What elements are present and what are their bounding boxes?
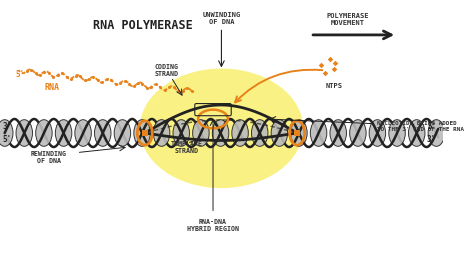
Text: NUCLEOTIDE BEING ADDED
TO THE 3' END OF THE RNA: NUCLEOTIDE BEING ADDED TO THE 3' END OF … [376,121,464,132]
Ellipse shape [0,120,13,146]
Text: 3': 3' [427,135,436,144]
Text: 5': 5' [16,70,25,79]
Ellipse shape [369,120,386,146]
Ellipse shape [330,120,346,146]
Ellipse shape [16,120,33,146]
Text: CODING
STRAND: CODING STRAND [155,64,178,77]
Ellipse shape [114,120,131,146]
Text: RNA: RNA [45,83,60,92]
Ellipse shape [350,120,366,146]
Ellipse shape [310,120,327,146]
Ellipse shape [291,120,307,146]
Text: REWINDING
OF DNA: REWINDING OF DNA [31,151,66,164]
Text: POLYMERASE
MOVEMENT: POLYMERASE MOVEMENT [326,13,369,26]
Ellipse shape [173,120,190,146]
Ellipse shape [94,120,111,146]
Ellipse shape [409,120,425,146]
Ellipse shape [252,120,268,146]
Text: RNA POLYMERASE: RNA POLYMERASE [93,19,193,32]
Text: NTPS: NTPS [326,83,343,89]
Ellipse shape [389,120,405,146]
Ellipse shape [55,120,72,146]
Text: TEMPLATE
STRAND: TEMPLATE STRAND [171,140,203,153]
Text: UNWINDING
OF DNA: UNWINDING OF DNA [202,12,240,24]
Ellipse shape [154,120,170,146]
Ellipse shape [428,120,445,146]
Ellipse shape [232,120,248,146]
Ellipse shape [140,69,303,188]
Text: 5': 5' [3,135,12,144]
Text: 3': 3' [3,122,12,131]
Text: RNA-DNA
HYBRID REGION: RNA-DNA HYBRID REGION [187,219,239,232]
Ellipse shape [192,120,209,146]
Text: 5': 5' [427,122,436,131]
Ellipse shape [36,120,52,146]
Ellipse shape [134,120,150,146]
Ellipse shape [75,120,91,146]
Ellipse shape [271,120,288,146]
Ellipse shape [212,120,229,146]
